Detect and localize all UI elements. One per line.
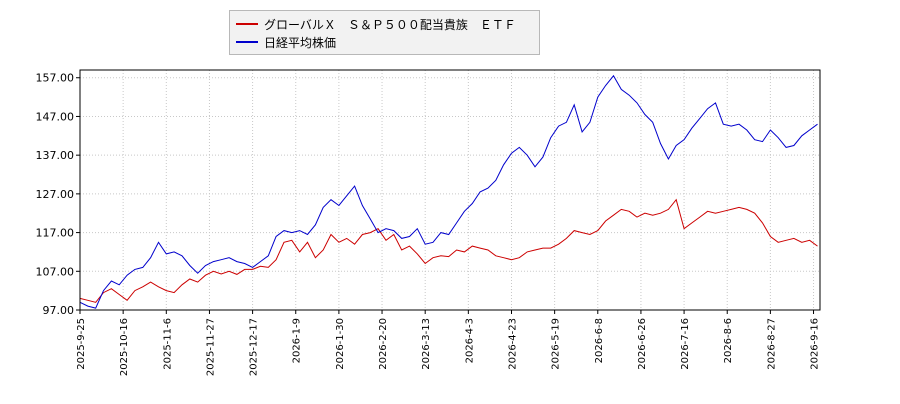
x-tick-label: 2026-6-8 (594, 318, 605, 363)
x-tick-label: 2025-11-27 (205, 318, 216, 376)
x-tick-label: 2026-5-19 (551, 318, 562, 370)
y-tick-label: 137.00 (36, 149, 75, 162)
plot-frame (79, 69, 821, 311)
x-tick-label: 2026-8-27 (766, 318, 777, 370)
x-tick-label: 2025-11-6 (162, 318, 173, 370)
x-tick-label: 2026-2-20 (378, 318, 389, 370)
y-tick-label: 157.00 (36, 72, 75, 85)
x-tick-label: 2025-12-17 (249, 318, 260, 376)
y-tick-label: 107.00 (36, 265, 75, 278)
series-layer (79, 74, 818, 309)
y-axis: 97.00 107.00 117.00 127.00 137.00 147.00 157.0… (36, 72, 80, 317)
grid-layer (79, 70, 820, 311)
x-tick-label: 2026-3-13 (421, 318, 432, 370)
legend-item-nikkei: 日経平均株価 (236, 33, 336, 51)
x-tick-label: 2026-4-23 (507, 318, 518, 370)
legend-item-etf: グローバルＸ Ｓ＆Ｐ５００配当貴族 ＥＴＦ (236, 15, 516, 33)
x-tick-label: 2026-9-16 (810, 318, 821, 370)
legend-swatch-etf (236, 23, 258, 25)
x-tick-label: 2026-4-3 (464, 318, 475, 363)
x-axis: 2025-9-25 2025-10-16 2025-11-6 2025-11-27 20… (76, 310, 821, 376)
y-tick-label: 147.00 (36, 110, 75, 123)
x-tick-label: 2026-1-9 (292, 318, 303, 363)
series-line-nikkei (79, 74, 818, 309)
y-tick-label: 97.00 (43, 304, 75, 317)
y-tick-label: 127.00 (36, 188, 75, 201)
x-tick-label: 2026-8-6 (723, 318, 734, 363)
x-tick-label: 2025-10-16 (119, 318, 130, 376)
series-line-etf (79, 198, 818, 303)
x-tick-label: 2026-1-30 (335, 318, 346, 370)
y-tick-label: 117.00 (36, 227, 75, 240)
x-tick-label: 2026-6-26 (637, 318, 648, 370)
legend-label-nikkei: 日経平均株価 (264, 35, 337, 50)
legend-swatch-nikkei (236, 41, 258, 43)
legend: グローバルＸ Ｓ＆Ｐ５００配当貴族 ＥＴＦ 日経平均株価 (229, 10, 540, 55)
legend-label-etf: グローバルＸ Ｓ＆Ｐ５００配当貴族 ＥＴＦ (264, 17, 516, 32)
x-tick-label: 2025-9-25 (76, 318, 87, 370)
x-tick-label: 2026-7-16 (680, 318, 691, 370)
